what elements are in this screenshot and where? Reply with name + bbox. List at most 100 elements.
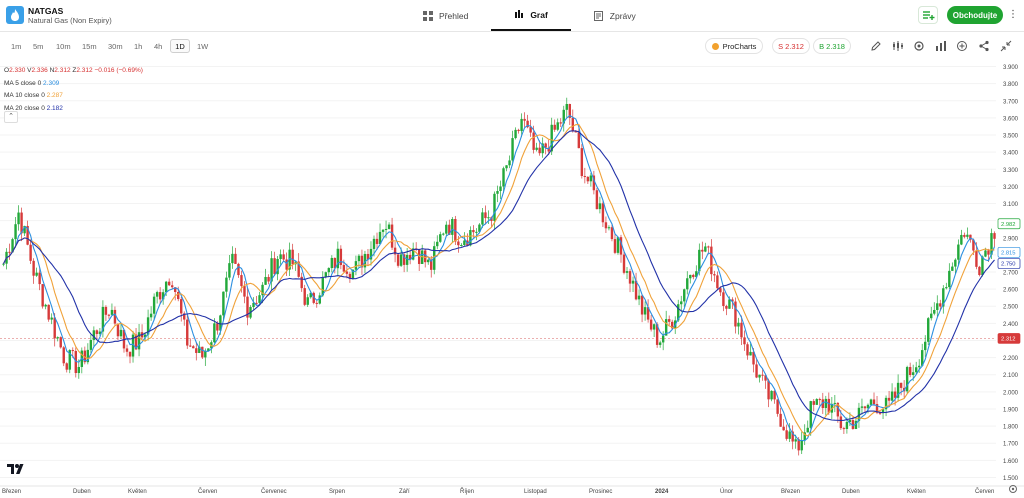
candle-body	[89, 339, 93, 350]
candle-body	[535, 147, 538, 150]
tab-news[interactable]: Zprávy	[571, 0, 659, 31]
pencil-icon[interactable]	[870, 40, 882, 52]
candle-body	[225, 277, 228, 292]
candle-body	[556, 122, 559, 130]
legend-collapse-button[interactable]: ⌃	[4, 111, 18, 123]
ma10-value: 2.287	[46, 92, 63, 99]
candle-body	[402, 254, 406, 265]
candle-body	[725, 305, 728, 309]
timeframe-1h[interactable]: 1h	[134, 41, 143, 51]
timeframe-1w[interactable]: 1W	[197, 41, 209, 51]
price-tag-label: 2.982	[1001, 222, 1016, 228]
candle-body	[195, 348, 198, 353]
candle-body	[833, 402, 837, 404]
trade-button[interactable]: Obchodujte	[947, 6, 1003, 24]
price-tag	[997, 218, 1021, 230]
x-tick-label: Červen	[975, 488, 994, 495]
timeframe-10m[interactable]: 10m	[56, 41, 71, 51]
candle-body	[773, 390, 776, 400]
candle-body	[704, 246, 707, 252]
more-options-icon[interactable]: ⋮	[1008, 9, 1018, 20]
candle-body	[50, 317, 53, 320]
y-tick-label: 1.600	[1003, 459, 1019, 465]
tab-overview[interactable]: Přehled	[400, 0, 491, 31]
candle-body	[442, 233, 445, 235]
candle-body	[405, 254, 409, 265]
candle-body	[186, 319, 189, 346]
timeframe-1d[interactable]: 1D	[170, 39, 190, 53]
collapse-arrows-icon[interactable]	[1000, 40, 1012, 52]
close-label: Z	[72, 67, 77, 74]
candle-body	[695, 271, 698, 278]
candle-body	[180, 299, 183, 314]
chart-type-icon[interactable]	[935, 40, 947, 52]
timeframe-30m[interactable]: 30m	[108, 41, 123, 51]
candle-body	[369, 248, 373, 260]
ma20-row[interactable]: MA 20 close 0 2.182	[4, 103, 143, 116]
tab-chart-label: Graf	[530, 9, 548, 20]
candle-body	[701, 249, 704, 252]
candle-body	[640, 295, 644, 315]
candle-body	[62, 347, 65, 364]
candle-body	[975, 250, 978, 267]
candle-body	[430, 259, 433, 270]
ma20-label: MA 20 close 0	[4, 104, 45, 112]
tab-chart[interactable]: Graf	[491, 0, 571, 31]
buy-price-button[interactable]: B 2.318	[813, 38, 851, 54]
add-to-watchlist-button[interactable]	[918, 6, 938, 24]
candle-body	[553, 124, 556, 130]
axis-settings-icon[interactable]	[1008, 484, 1018, 494]
candle-body	[505, 165, 508, 169]
settings-gear-icon[interactable]	[913, 40, 925, 52]
x-tick-label: Březen	[781, 489, 800, 495]
candle-body	[469, 230, 472, 246]
sell-price-button[interactable]: S 2.312	[772, 38, 810, 54]
candle-body	[345, 271, 349, 274]
candle-body	[445, 224, 448, 234]
share-icon[interactable]	[978, 40, 990, 52]
high-label: V	[27, 67, 32, 74]
candle-body	[300, 276, 303, 289]
x-tick-label: Březen	[2, 489, 21, 495]
ma5-row[interactable]: MA 5 close 0 2.309	[4, 78, 143, 91]
candle-body	[565, 103, 568, 110]
candle-body	[113, 309, 117, 324]
candle-body	[53, 317, 56, 339]
ma10-row[interactable]: MA 10 close 0 2.287	[4, 90, 143, 103]
timeframe-4h[interactable]: 4h	[154, 41, 163, 51]
candle-body	[972, 239, 975, 251]
candle-body	[20, 212, 23, 234]
candle-body	[321, 277, 324, 296]
candle-body	[457, 241, 460, 246]
candle-body	[351, 269, 355, 279]
candle-body	[207, 348, 210, 351]
candle-body	[601, 203, 605, 223]
candle-body	[616, 237, 620, 253]
candle-body	[667, 319, 671, 322]
procharts-button[interactable]: ProCharts	[705, 38, 763, 54]
candle-body	[478, 224, 481, 232]
candle-body	[137, 332, 141, 350]
candle-body	[517, 129, 520, 132]
candle-body	[842, 428, 846, 430]
candle-body	[863, 406, 867, 409]
candle-body	[966, 234, 969, 237]
indicators-icon[interactable]	[892, 40, 904, 52]
instrument-name: Natural Gas (Non Expiry)	[28, 16, 112, 25]
tradingview-logo-icon[interactable]	[6, 462, 24, 476]
price-chart[interactable]: 3.900 3.800 3.700 3.600 3.500 3.400 3.300 3.200…	[0, 58, 1024, 498]
candle-body	[836, 402, 840, 417]
candle-body	[728, 299, 731, 309]
y-tick-label: 1.700	[1003, 442, 1019, 448]
candle-body	[803, 432, 806, 441]
candle-body	[511, 138, 514, 161]
timeframe-15m[interactable]: 15m	[82, 41, 97, 51]
candle-body	[448, 224, 451, 235]
timeframe-1m[interactable]: 1m	[11, 41, 22, 51]
candle-body	[29, 244, 32, 261]
candle-body	[158, 292, 162, 300]
candle-body	[637, 295, 641, 300]
add-indicator-icon[interactable]	[956, 40, 968, 52]
timeframe-5m[interactable]: 5m	[33, 41, 44, 51]
chart-grid	[0, 66, 996, 478]
